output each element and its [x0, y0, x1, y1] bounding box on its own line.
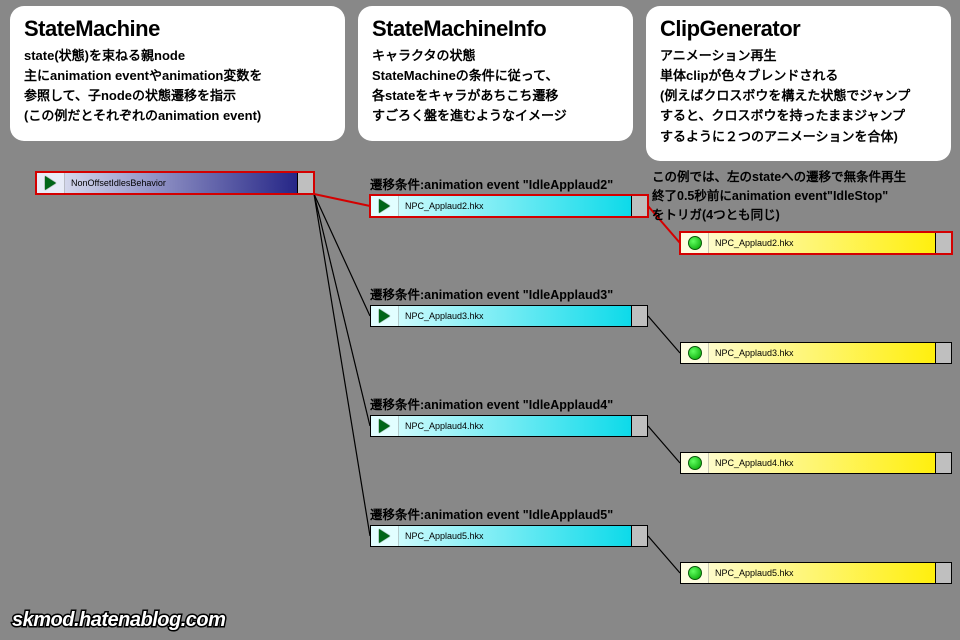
watermark: skmod.hatenablog.com [12, 609, 225, 632]
root-node[interactable]: NonOffsetIdlesBehavior [36, 172, 314, 194]
circle-icon [681, 343, 709, 363]
node-label: NPC_Applaud2.hkx [709, 238, 794, 248]
clip-node[interactable]: NPC_Applaud3.hkx [680, 342, 952, 364]
node-label: NPC_Applaud5.hkx [709, 568, 794, 578]
transition-condition: 遷移条件:animation event "IdleApplaud4" [370, 394, 613, 413]
node-tail [631, 526, 647, 546]
node-tail [297, 173, 313, 193]
play-icon [371, 306, 399, 326]
circle-icon [681, 453, 709, 473]
state-node[interactable]: NPC_Applaud3.hkx [370, 305, 648, 327]
clip-annotation: この例では、左のstateへの遷移で無条件再生終了0.5秒前にanimation… [652, 168, 906, 224]
transition-condition: 遷移条件:animation event "IdleApplaud2" [370, 174, 613, 193]
transition-condition: 遷移条件:animation event "IdleApplaud3" [370, 284, 613, 303]
node-tail [935, 453, 951, 473]
play-icon [37, 173, 65, 193]
play-icon [371, 416, 399, 436]
card-body: アニメーション再生単体clipが色々ブレンドされる(例えばクロスボウを構えた状態… [660, 46, 937, 147]
clip-node[interactable]: NPC_Applaud4.hkx [680, 452, 952, 474]
card-title: ClipGenerator [660, 16, 937, 42]
circle-icon [681, 233, 709, 253]
card-statemachine: StateMachine state(状態)を束ねる親node主にanimati… [10, 6, 345, 141]
card-title: StateMachine [24, 16, 331, 42]
node-tail [631, 196, 647, 216]
card-body: キャラクタの状態StateMachineの条件に従って、各stateをキャラがあ… [372, 46, 619, 127]
node-tail [935, 343, 951, 363]
node-tail [935, 563, 951, 583]
card-clipgenerator: ClipGenerator アニメーション再生単体clipが色々ブレンドされる(… [646, 6, 951, 161]
node-label: NPC_Applaud3.hkx [399, 311, 484, 321]
node-label: NPC_Applaud2.hkx [399, 201, 484, 211]
state-node[interactable]: NPC_Applaud4.hkx [370, 415, 648, 437]
node-label: NPC_Applaud5.hkx [399, 531, 484, 541]
node-label: NPC_Applaud3.hkx [709, 348, 794, 358]
state-node[interactable]: NPC_Applaud2.hkx [370, 195, 648, 217]
clip-node[interactable]: NPC_Applaud2.hkx [680, 232, 952, 254]
node-label: NPC_Applaud4.hkx [709, 458, 794, 468]
state-node[interactable]: NPC_Applaud5.hkx [370, 525, 648, 547]
card-title: StateMachineInfo [372, 16, 619, 42]
circle-icon [681, 563, 709, 583]
transition-condition: 遷移条件:animation event "IdleApplaud5" [370, 504, 613, 523]
node-label: NPC_Applaud4.hkx [399, 421, 484, 431]
card-statemachineinfo: StateMachineInfo キャラクタの状態StateMachineの条件… [358, 6, 633, 141]
play-icon [371, 196, 399, 216]
node-tail [935, 233, 951, 253]
clip-node[interactable]: NPC_Applaud5.hkx [680, 562, 952, 584]
play-icon [371, 526, 399, 546]
node-tail [631, 306, 647, 326]
card-body: state(状態)を束ねる親node主にanimation eventやanim… [24, 46, 331, 127]
node-label: NonOffsetIdlesBehavior [65, 178, 166, 188]
node-tail [631, 416, 647, 436]
